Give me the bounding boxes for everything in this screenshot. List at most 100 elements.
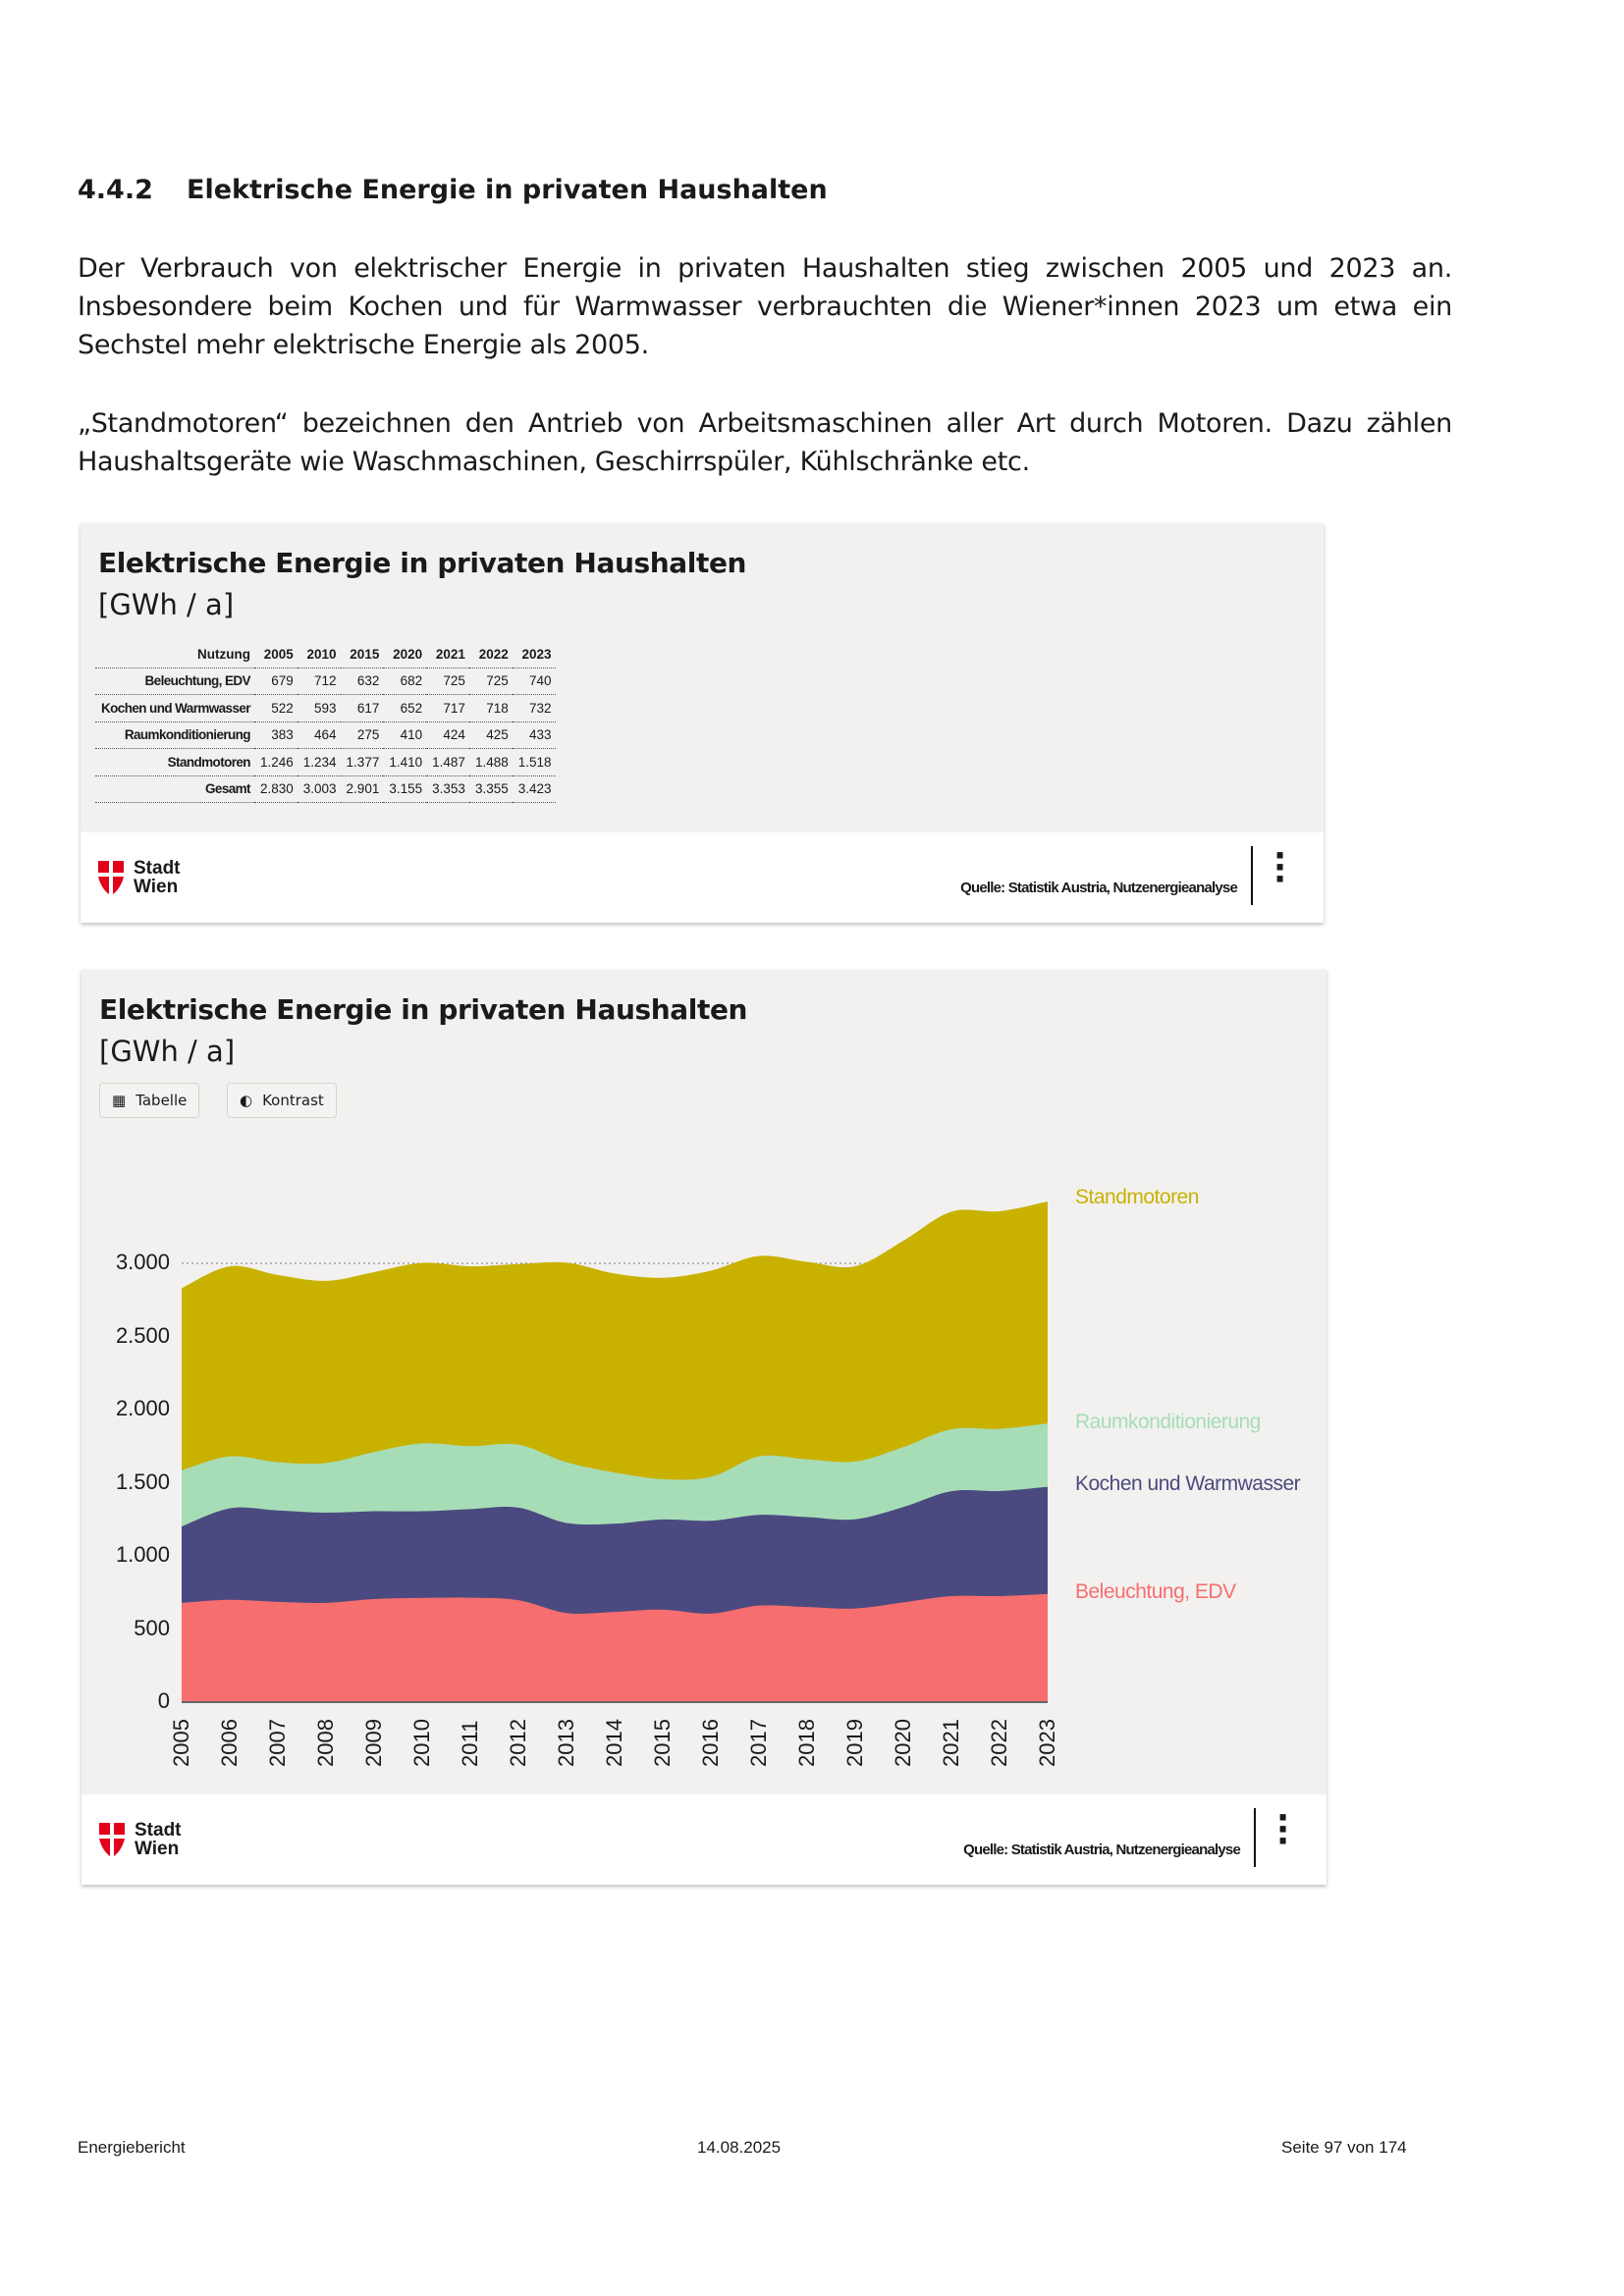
y-tick-label: 2.000 bbox=[115, 1396, 170, 1420]
table-cell: 3.353 bbox=[426, 775, 469, 803]
x-tick-label: 2005 bbox=[169, 1719, 193, 1767]
area-beleuchtung-edv[interactable] bbox=[182, 1593, 1048, 1702]
divider bbox=[1254, 1808, 1256, 1867]
column-header: 2023 bbox=[512, 641, 556, 668]
y-tick-label: 2.500 bbox=[115, 1322, 170, 1348]
legend-label[interactable]: Raumkonditionierung bbox=[1075, 1411, 1261, 1433]
card-footer: Stadt Wien Quelle: Statistik Austria, Nut… bbox=[81, 1794, 1326, 1885]
table-cell: 732 bbox=[512, 694, 556, 722]
row-label: Gesamt bbox=[95, 775, 254, 803]
table-cell: 1.234 bbox=[297, 748, 341, 776]
table-cell: 725 bbox=[426, 667, 469, 695]
table-view-button[interactable]: ▦ Tabelle bbox=[99, 1083, 200, 1118]
table-cell: 3.423 bbox=[512, 775, 556, 803]
column-header: 2022 bbox=[468, 641, 513, 668]
card-title: Elektrische Energie in privaten Haushalt… bbox=[99, 993, 748, 1026]
logo-line1: Stadt bbox=[135, 1820, 182, 1841]
row-label: Standmotoren bbox=[95, 748, 254, 776]
y-tick-label: 1.500 bbox=[115, 1468, 170, 1494]
section-title: Elektrische Energie in privaten Haushalt… bbox=[187, 175, 828, 205]
y-tick-label: 500 bbox=[134, 1615, 170, 1640]
table-cell: 593 bbox=[297, 694, 341, 722]
table-cell: 712 bbox=[297, 667, 341, 695]
contrast-button[interactable]: ◐ Kontrast bbox=[227, 1083, 337, 1118]
card-footer: Stadt Wien Quelle: Statistik Austria, Nut… bbox=[81, 832, 1324, 923]
x-tick-label: 2023 bbox=[1035, 1719, 1059, 1767]
card-unit: [GWh / a] bbox=[98, 588, 235, 621]
legend-label[interactable]: Kochen und Warmwasser bbox=[1075, 1472, 1301, 1495]
data-table: Nutzung 2005 2010 2015 2020 2021 2022 2023 Bele… bbox=[95, 641, 556, 803]
contrast-button-label: Kontrast bbox=[262, 1092, 324, 1109]
stadt-wien-logo: Stadt Wien bbox=[99, 1821, 182, 1858]
table-button-label: Tabelle bbox=[135, 1092, 188, 1109]
row-label: Kochen und Warmwasser bbox=[95, 694, 254, 722]
section-number: 4.4.2 bbox=[78, 175, 153, 205]
table-cell: 464 bbox=[297, 721, 341, 749]
y-tick-label: 1.000 bbox=[115, 1542, 170, 1567]
table-row: Beleuchtung, EDV 679 712 632 682 725 725 740 bbox=[95, 667, 556, 695]
x-tick-label: 2019 bbox=[842, 1719, 867, 1767]
paragraph-intro: Der Verbrauch von elektrischer Energie i… bbox=[78, 253, 1452, 360]
table-card: Elektrische Energie in privaten Haushalt… bbox=[81, 523, 1324, 923]
table-cell: 617 bbox=[340, 694, 384, 722]
table-cell: 725 bbox=[468, 667, 513, 695]
column-header: Nutzung bbox=[95, 641, 254, 668]
x-tick-label: 2021 bbox=[939, 1719, 963, 1767]
x-tick-label: 2016 bbox=[698, 1719, 723, 1767]
table-cell: 522 bbox=[253, 694, 298, 722]
x-tick-label: 2007 bbox=[265, 1719, 290, 1767]
table-cell: 425 bbox=[468, 721, 513, 749]
x-tick-label: 2018 bbox=[794, 1719, 819, 1767]
y-tick-label: 0 bbox=[157, 1688, 170, 1713]
table-icon: ▦ bbox=[112, 1092, 127, 1109]
legend-label[interactable]: Standmotoren bbox=[1075, 1186, 1199, 1208]
table-cell: 275 bbox=[340, 721, 384, 749]
column-header: 2005 bbox=[253, 641, 298, 668]
table-cell: 1.518 bbox=[512, 748, 556, 776]
paragraph-standmotoren: „Standmotoren“ bezeichnen den Antrieb vo… bbox=[78, 408, 1452, 477]
source-text: Quelle: Statistik Austria, Nutzenergiean… bbox=[960, 880, 1238, 896]
table-cell: 2.830 bbox=[253, 775, 298, 803]
row-label: Beleuchtung, EDV bbox=[95, 667, 254, 695]
x-tick-label: 2020 bbox=[891, 1719, 915, 1767]
wien-flag-icon bbox=[99, 1823, 125, 1856]
table-cell: 679 bbox=[253, 667, 298, 695]
x-tick-label: 2009 bbox=[361, 1719, 386, 1767]
x-tick-label: 2022 bbox=[987, 1719, 1011, 1767]
wien-flag-icon bbox=[98, 861, 124, 894]
x-tick-label: 2011 bbox=[458, 1720, 482, 1767]
table-cell: 718 bbox=[468, 694, 513, 722]
table-cell: 1.410 bbox=[383, 748, 427, 776]
table-cell: 410 bbox=[383, 721, 427, 749]
card-unit: [GWh / a] bbox=[99, 1035, 236, 1068]
logo-line1: Stadt bbox=[134, 858, 181, 879]
y-tick-label: 3.000 bbox=[115, 1250, 170, 1274]
logo-line2: Wien bbox=[134, 877, 179, 897]
table-cell: 1.487 bbox=[426, 748, 469, 776]
table-row: Gesamt 2.830 3.003 2.901 3.155 3.353 3.355 3.42… bbox=[95, 775, 556, 803]
table-row: Kochen und Warmwasser 522 593 617 652 717 718 7… bbox=[95, 694, 556, 722]
card-title: Elektrische Energie in privaten Haushalt… bbox=[98, 547, 747, 579]
x-tick-label: 2017 bbox=[746, 1719, 771, 1767]
x-tick-label: 2008 bbox=[313, 1719, 338, 1767]
table-cell: 682 bbox=[383, 667, 427, 695]
table-row: Raumkonditionierung 383 464 275 410 424 425 433 bbox=[95, 721, 556, 749]
footer-page: Seite 97 von 174 bbox=[1281, 2138, 1407, 2157]
table-header-row: Nutzung 2005 2010 2015 2020 2021 2022 2023 bbox=[95, 641, 556, 668]
table-cell: 1.488 bbox=[468, 748, 513, 776]
table-row: Standmotoren 1.246 1.234 1.377 1.410 1.487 1.4… bbox=[95, 748, 556, 776]
table-cell: 3.355 bbox=[468, 775, 513, 803]
x-tick-label: 2015 bbox=[650, 1719, 675, 1767]
legend-label[interactable]: Beleuchtung, EDV bbox=[1075, 1580, 1236, 1603]
footer-left: Energiebericht bbox=[78, 2138, 186, 2157]
x-tick-label: 2012 bbox=[506, 1719, 530, 1767]
table-cell: 717 bbox=[426, 694, 469, 722]
x-tick-label: 2014 bbox=[602, 1719, 626, 1767]
table-cell: 652 bbox=[383, 694, 427, 722]
table-cell: 632 bbox=[340, 667, 384, 695]
column-header: 2021 bbox=[426, 641, 469, 668]
logo-line2: Wien bbox=[135, 1839, 180, 1859]
divider bbox=[1251, 846, 1253, 905]
table-cell: 383 bbox=[253, 721, 298, 749]
